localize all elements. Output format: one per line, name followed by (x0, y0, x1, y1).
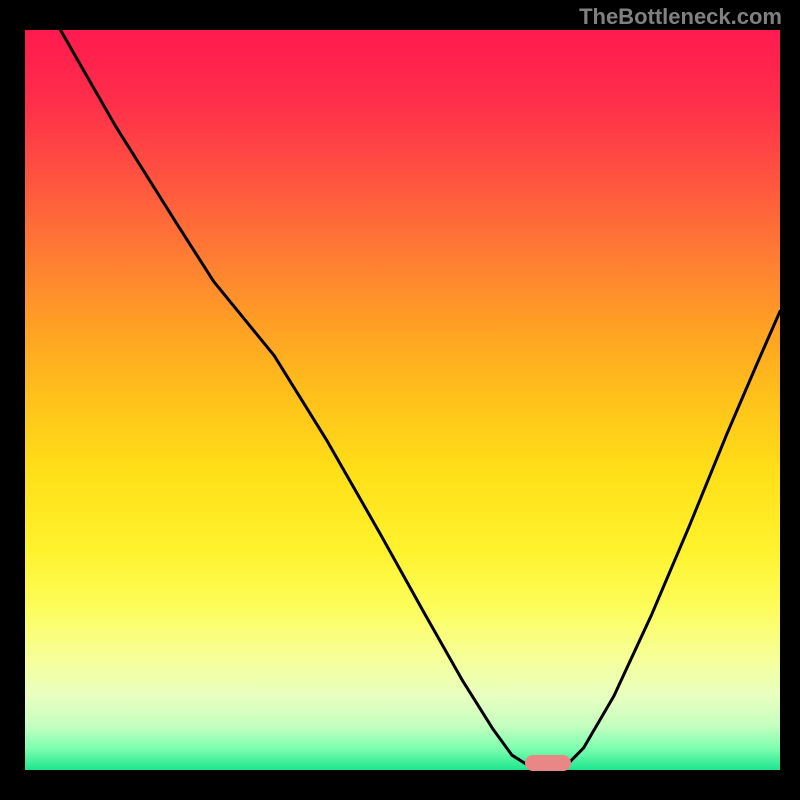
watermark-text: TheBottleneck.com (579, 4, 782, 30)
optimal-marker (525, 755, 571, 771)
chart-plot-area (25, 30, 780, 770)
bottleneck-curve (25, 30, 780, 770)
